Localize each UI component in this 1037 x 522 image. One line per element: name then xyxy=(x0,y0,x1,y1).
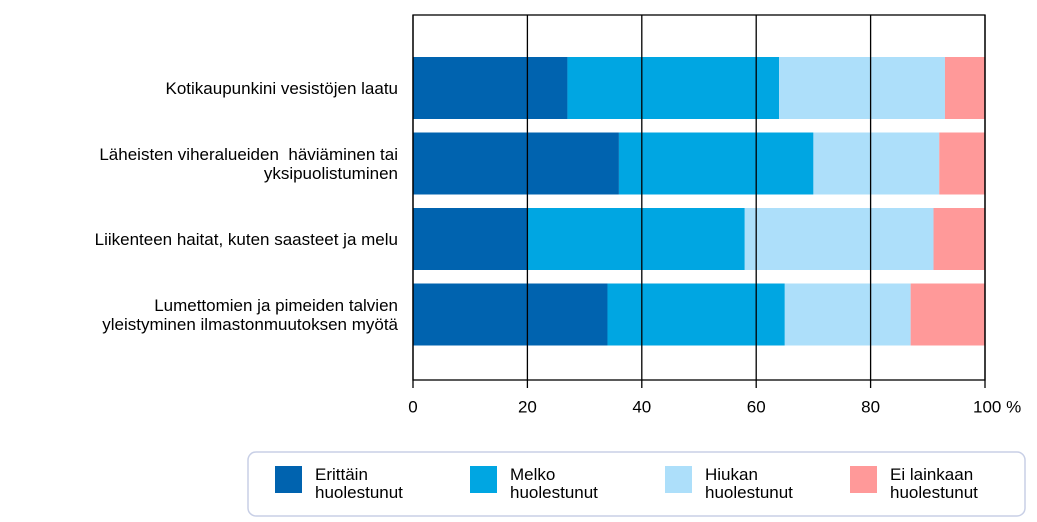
category-label: Kotikaupunkini vesistöjen laatu xyxy=(165,78,398,98)
bar-segment xyxy=(813,132,940,195)
legend-swatch xyxy=(470,466,497,493)
legend-swatch xyxy=(665,466,692,493)
bar-segment xyxy=(910,283,985,346)
bar-segment xyxy=(413,208,528,270)
bar-segment xyxy=(933,208,985,270)
bar-segment xyxy=(744,208,934,270)
legend-label: Melko huolestunut xyxy=(510,465,598,502)
bar-segment xyxy=(779,57,945,119)
bar-segment xyxy=(413,283,608,346)
x-tick-label: 80 xyxy=(861,397,880,416)
x-tick-label: 20 xyxy=(518,397,537,416)
bar-segment xyxy=(944,57,985,119)
x-tick-label: 0 xyxy=(408,397,417,416)
legend-box xyxy=(247,451,1026,517)
legend-swatch xyxy=(850,466,877,493)
x-tick-label: 40 xyxy=(632,397,651,416)
x-tick-label: 60 xyxy=(747,397,766,416)
plot-frame xyxy=(412,14,986,381)
x-tick-label: 100 % xyxy=(973,397,1021,416)
legend-label: Ei lainkaan huolestunut xyxy=(890,465,978,502)
bar-segment xyxy=(567,57,780,119)
bar-segment xyxy=(784,283,911,346)
legend-label: Erittäin huolestunut xyxy=(315,465,403,502)
category-label: Läheisten viheralueiden häviäminen tai y… xyxy=(99,144,398,183)
bar-segment xyxy=(413,57,568,119)
category-label: Lumettomien ja pimeiden talvien yleistym… xyxy=(102,295,398,334)
category-label: Liikenteen haitat, kuten saasteet ja mel… xyxy=(94,229,398,249)
bar-segment xyxy=(413,132,619,195)
bar-segment xyxy=(939,132,985,195)
bar-segment xyxy=(618,132,814,195)
bar-segment xyxy=(607,283,785,346)
bar-segment xyxy=(527,208,745,270)
legend-swatch xyxy=(275,466,302,493)
legend-label: Hiukan huolestunut xyxy=(705,465,793,502)
